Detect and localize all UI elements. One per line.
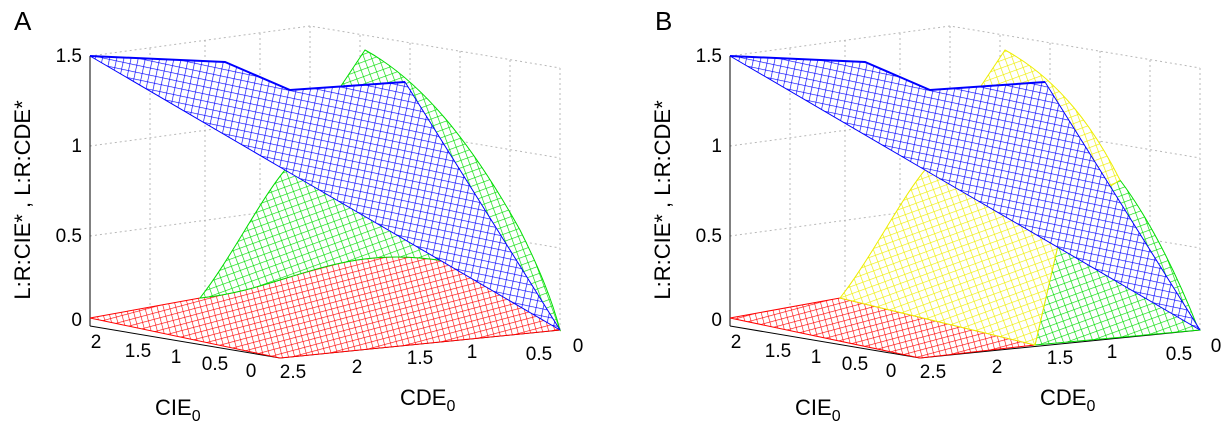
panel-b-y-label: CDE0 xyxy=(1040,385,1095,415)
panel-b-z-tick: 0.5 xyxy=(696,226,722,247)
panel-a-z-label: L:R:CIE* , L:R:CDE* xyxy=(10,100,35,300)
panel-b-y-tick: 2 xyxy=(992,357,1003,378)
panel-a-x-ticks: 2 1.5 1 0.5 0 xyxy=(91,332,257,382)
panel-b-x-tick: 1 xyxy=(811,347,822,368)
panel-a: A 1.5 1 0.5 0 xyxy=(10,6,583,425)
panel-a-z-ticks: 1.5 1 0.5 0 xyxy=(56,46,82,331)
panel-a-x-tick: 0.5 xyxy=(202,354,228,375)
panel-b-z-tick: 0 xyxy=(711,310,722,331)
panel-b-y-tick: 1.5 xyxy=(1047,348,1073,369)
panel-a-x-label: CIE0 xyxy=(155,395,201,425)
panel-a-y-tick: 2 xyxy=(352,357,363,378)
panel-a-y-tick: 0 xyxy=(573,336,584,357)
panel-b-x-tick: 0.5 xyxy=(842,354,868,375)
panel-a-y-tick: 0.5 xyxy=(526,344,552,365)
panel-a-label: A xyxy=(14,6,32,36)
panel-b-z-tick: 1 xyxy=(711,136,722,157)
panel-b-x-ticks: 2 1.5 1 0.5 0 xyxy=(731,332,897,382)
panel-b-label: B xyxy=(655,6,672,36)
panel-b: B 1.5 1 0.5 0 2 1 xyxy=(650,6,1221,425)
panel-a-z-tick: 0.5 xyxy=(56,226,82,247)
panel-b-x-tick: 1.5 xyxy=(765,341,791,362)
panel-b-y-tick: 0 xyxy=(1211,336,1222,357)
panel-a-y-ticks: 2.5 2 1.5 1 0.5 0 xyxy=(280,336,584,383)
panel-b-y-tick: 2.5 xyxy=(920,362,946,383)
panel-a-y-label: CDE0 xyxy=(400,385,455,415)
panel-b-y-tick: 0.5 xyxy=(1166,344,1192,365)
panel-a-z-tick: 1 xyxy=(71,136,82,157)
panel-a-x-tick: 2 xyxy=(91,332,102,353)
panel-a-x-tick: 0 xyxy=(246,361,257,382)
panel-b-y-ticks: 2.5 2 1.5 1 0.5 0 xyxy=(920,336,1222,383)
panel-a-z-tick: 1.5 xyxy=(56,46,82,67)
panel-a-y-tick: 2.5 xyxy=(280,362,306,383)
panel-b-x-tick: 0 xyxy=(886,361,897,382)
panel-a-y-tick: 1.5 xyxy=(407,348,433,369)
panel-b-z-ticks: 1.5 1 0.5 0 xyxy=(696,46,722,331)
panel-b-x-tick: 2 xyxy=(731,332,742,353)
panel-b-x-label: CIE0 xyxy=(795,395,841,425)
panel-a-z-tick: 0 xyxy=(71,310,82,331)
panel-a-y-tick: 1 xyxy=(467,342,478,363)
panel-b-z-label: L:R:CIE* , L:R:CDE* xyxy=(650,100,675,300)
panel-a-x-tick: 1 xyxy=(171,347,182,368)
panel-b-z-tick: 1.5 xyxy=(696,46,722,67)
panel-b-y-tick: 1 xyxy=(1107,342,1118,363)
panel-a-x-tick: 1.5 xyxy=(125,341,151,362)
